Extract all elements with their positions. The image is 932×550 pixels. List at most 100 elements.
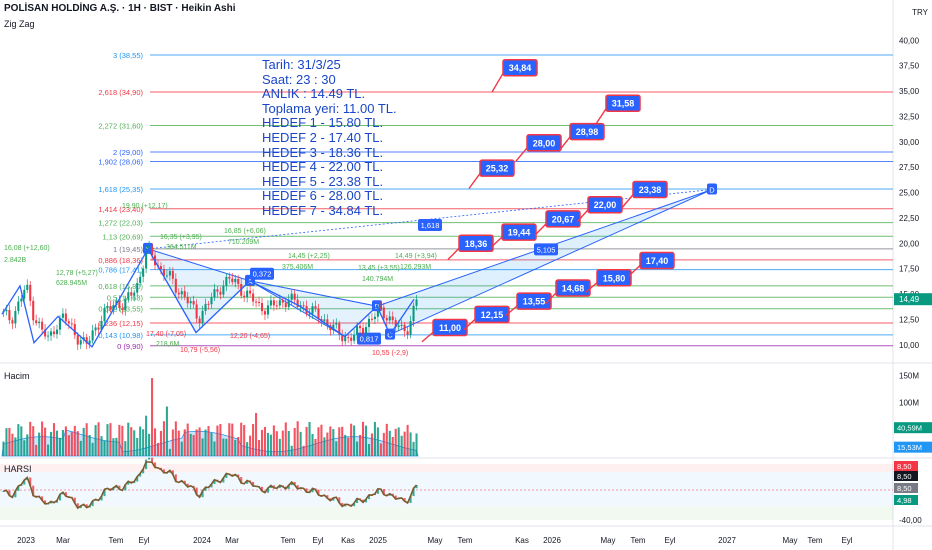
fib-label: 0,382 (13,55) — [98, 305, 143, 314]
price-tick-label: 32,50 — [899, 112, 920, 121]
volume-bar — [168, 448, 171, 456]
target-label: 31,58 — [612, 99, 635, 109]
candle-body — [246, 290, 249, 298]
candle-body — [361, 328, 365, 334]
time-tick-label: Tem — [807, 536, 822, 545]
volume-bar — [207, 426, 210, 456]
harsi-candle — [162, 469, 165, 473]
volume-bar — [231, 423, 234, 456]
harsi-candle — [317, 489, 320, 495]
target-label: 20,67 — [552, 214, 575, 224]
harsi-candle — [266, 488, 269, 493]
time-tick-label: Tem — [630, 536, 645, 545]
candle-body — [180, 291, 183, 295]
candle-body — [255, 301, 258, 303]
target-label: 23,38 — [639, 185, 662, 195]
volume-bar — [177, 430, 180, 456]
volume-bar — [29, 421, 32, 456]
candle-body — [192, 301, 195, 305]
pattern-ratio-box — [418, 219, 442, 232]
fib-label: 0 (9,90) — [117, 342, 143, 351]
harsi-candle — [41, 496, 44, 501]
candle-body — [293, 293, 296, 300]
volume-bar — [364, 425, 368, 456]
price-tick-label: 30,00 — [899, 138, 920, 147]
zigzag-label: 12,78 (+5,27) — [56, 270, 98, 277]
fib-label: 1,272 (22,03) — [98, 219, 143, 228]
candle-body — [177, 292, 180, 295]
volume-bar — [49, 431, 53, 456]
candle-body — [106, 306, 109, 308]
zigzag-label: 17,40 (-7,05) — [146, 331, 186, 338]
time-tick-label: Tem — [108, 536, 123, 545]
annotation-line: HEDEF 2 - 17.40 TL. — [262, 129, 384, 145]
volume-bar — [376, 427, 379, 456]
volume-bar — [361, 421, 365, 456]
volume-bar — [76, 431, 79, 456]
annotation-text: Tarih: 31/3/25 Saat: 23 : 30 ANLIK : 14.… — [262, 57, 397, 219]
volume-bar — [5, 428, 8, 456]
volume-bar — [133, 430, 136, 456]
target-arrow — [594, 106, 608, 126]
candle-body — [323, 319, 326, 322]
volume-bar — [326, 432, 329, 456]
fib-label: 1 (19,45) — [113, 245, 144, 254]
fib-label: 1,13 (20,69) — [103, 232, 144, 241]
volume-bar — [228, 423, 231, 456]
volume-bar — [400, 435, 403, 456]
volume-bar — [252, 424, 255, 456]
volume-bar — [61, 430, 64, 456]
zigzag-label: 16,08 (+12,60) — [4, 245, 50, 252]
volume-bar — [373, 421, 376, 456]
candle-body — [118, 300, 121, 308]
harsi-value-badge — [894, 483, 918, 493]
harsi-candle — [237, 474, 240, 478]
candle-body — [394, 320, 397, 328]
volume-bar — [302, 445, 305, 456]
harsi-mid-band — [0, 472, 893, 506]
candle-body — [195, 304, 198, 319]
volume-bar — [263, 426, 267, 456]
target-box — [458, 234, 494, 253]
candle-body — [103, 307, 106, 322]
fib-label: 0,786 (17,41) — [98, 266, 143, 275]
target-label: 28,98 — [576, 127, 599, 137]
volume-bar — [115, 437, 118, 456]
target-arrow — [421, 330, 435, 343]
volume-bar — [299, 431, 302, 456]
volume-bar — [225, 438, 228, 456]
harsi-candle — [225, 473, 228, 478]
volume-bar — [394, 428, 397, 456]
harsi-candle — [73, 497, 76, 504]
pattern-bb — [249, 280, 378, 307]
candle-body — [231, 278, 234, 283]
harsi-candle — [44, 500, 47, 504]
candle-body — [266, 305, 269, 315]
candle-body — [133, 292, 136, 296]
volume-bar — [201, 438, 204, 456]
candle-body — [317, 308, 320, 319]
price-tick-label: 40,00 — [899, 36, 920, 45]
candle-body — [367, 318, 371, 328]
target-arrow — [490, 235, 504, 248]
candle-body — [165, 275, 168, 277]
volume-bar — [67, 435, 70, 456]
harsi-candle — [382, 489, 385, 495]
harsi-candle — [240, 477, 243, 484]
volume-bar — [109, 423, 112, 456]
annotation-line: HEDEF 1 - 15.80 TL. — [262, 115, 384, 131]
annotation-line: ANLIK : 14.49 TL. — [262, 86, 366, 102]
candle-body — [353, 334, 356, 341]
fib-label: 1,414 (23,40) — [98, 205, 143, 214]
volume-bar — [204, 429, 207, 456]
candle-body — [347, 337, 350, 339]
volume-bar — [314, 438, 317, 456]
candle-body — [252, 293, 255, 302]
harsi-candle — [23, 480, 26, 485]
volume-bar — [14, 437, 17, 456]
candle-body — [142, 268, 145, 277]
candle-body — [183, 291, 186, 297]
volume-bar — [367, 444, 371, 456]
candle-body — [228, 276, 231, 279]
time-tick-label: Eyl — [312, 536, 323, 545]
